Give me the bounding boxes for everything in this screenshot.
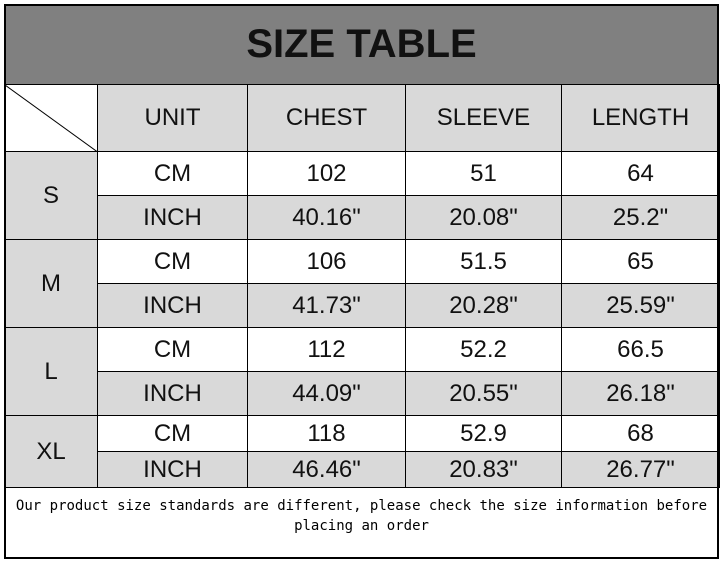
table-cell: 25.59" bbox=[561, 283, 720, 328]
table-cell: INCH bbox=[97, 451, 248, 488]
size-label: S bbox=[4, 151, 98, 240]
table-title: SIZE TABLE bbox=[4, 4, 719, 85]
table-cell: 112 bbox=[247, 327, 406, 372]
size-label: XL bbox=[4, 415, 98, 488]
table-cell: CM bbox=[97, 151, 248, 196]
table-cell: 44.09" bbox=[247, 371, 406, 416]
table-cell: INCH bbox=[97, 283, 248, 328]
diagonal-line-icon bbox=[5, 85, 99, 153]
table-cell: 118 bbox=[247, 415, 406, 452]
table-cell: 102 bbox=[247, 151, 406, 196]
header-cell: CHEST bbox=[247, 84, 406, 152]
diagonal-corner-cell bbox=[4, 84, 99, 153]
table-cell: 68 bbox=[561, 415, 720, 452]
table-cell: CM bbox=[97, 239, 248, 284]
table-cell: 64 bbox=[561, 151, 720, 196]
table-cell: 20.83" bbox=[405, 451, 562, 488]
table-cell: 40.16" bbox=[247, 195, 406, 240]
size-label: M bbox=[4, 239, 98, 328]
footer-note: Our product size standards are different… bbox=[15, 498, 708, 534]
table-cell: INCH bbox=[97, 195, 248, 240]
table-cell: 26.77" bbox=[561, 451, 720, 488]
table-cell: 46.46" bbox=[247, 451, 406, 488]
table-cell: 51.5 bbox=[405, 239, 562, 284]
table-cell: INCH bbox=[97, 371, 248, 416]
header-cell: LENGTH bbox=[561, 84, 720, 152]
header-cell: SLEEVE bbox=[405, 84, 562, 152]
table-cell: 20.08" bbox=[405, 195, 562, 240]
size-label: L bbox=[4, 327, 98, 416]
table-cell: 41.73" bbox=[247, 283, 406, 328]
header-cell: UNIT bbox=[97, 84, 248, 152]
table-cell: 51 bbox=[405, 151, 562, 196]
table-cell: 52.2 bbox=[405, 327, 562, 372]
table-cell: 66.5 bbox=[561, 327, 720, 372]
table-cell: 25.2" bbox=[561, 195, 720, 240]
table-cell: CM bbox=[97, 415, 248, 452]
table-cell: 65 bbox=[561, 239, 720, 284]
table-cell: CM bbox=[97, 327, 248, 372]
table-cell: 106 bbox=[247, 239, 406, 284]
table-cell: 20.55" bbox=[405, 371, 562, 416]
table-cell: 52.9 bbox=[405, 415, 562, 452]
table-cell: 20.28" bbox=[405, 283, 562, 328]
table-cell: 26.18" bbox=[561, 371, 720, 416]
